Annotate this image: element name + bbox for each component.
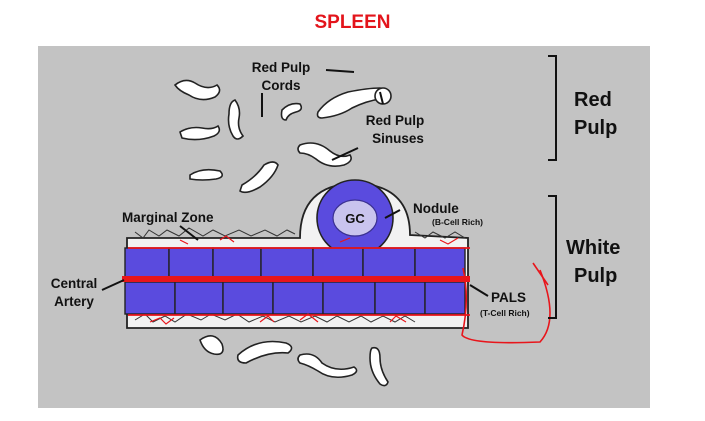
- red-pulp-region-label-2: Pulp: [574, 117, 617, 139]
- red-pulp-cords-label-2: Cords: [261, 78, 300, 93]
- white-pulp-region-label-2: Pulp: [574, 265, 617, 287]
- diagram-title: SPLEEN: [314, 12, 391, 33]
- nodule-note: (B-Cell Rich): [432, 217, 483, 227]
- central-artery: [122, 235, 551, 344]
- central-artery-label-1: Central: [51, 276, 98, 291]
- pals-label: PALS: [491, 290, 526, 305]
- gc-label: GC: [345, 211, 365, 226]
- red-pulp-sinuses-label-1: Red Pulp: [366, 113, 425, 128]
- pals-cell-blocks: [124, 247, 466, 315]
- pals-note: (T-Cell Rich): [480, 308, 530, 318]
- marginal-zone-label: Marginal Zone: [122, 210, 214, 225]
- nodule-label: Nodule: [413, 201, 459, 216]
- red-pulp-sinuses-label-2: Sinuses: [372, 131, 424, 146]
- red-pulp-cords-label-1: Red Pulp: [252, 60, 311, 75]
- leader-lines: [101, 55, 557, 319]
- red-pulp-region-label-1: Red: [574, 89, 612, 111]
- white-pulp-region-label-1: White: [566, 237, 620, 259]
- central-artery-label-2: Artery: [54, 294, 94, 309]
- nodule: [316, 179, 394, 257]
- red-pulp-sinuses-shapes: [173, 79, 392, 387]
